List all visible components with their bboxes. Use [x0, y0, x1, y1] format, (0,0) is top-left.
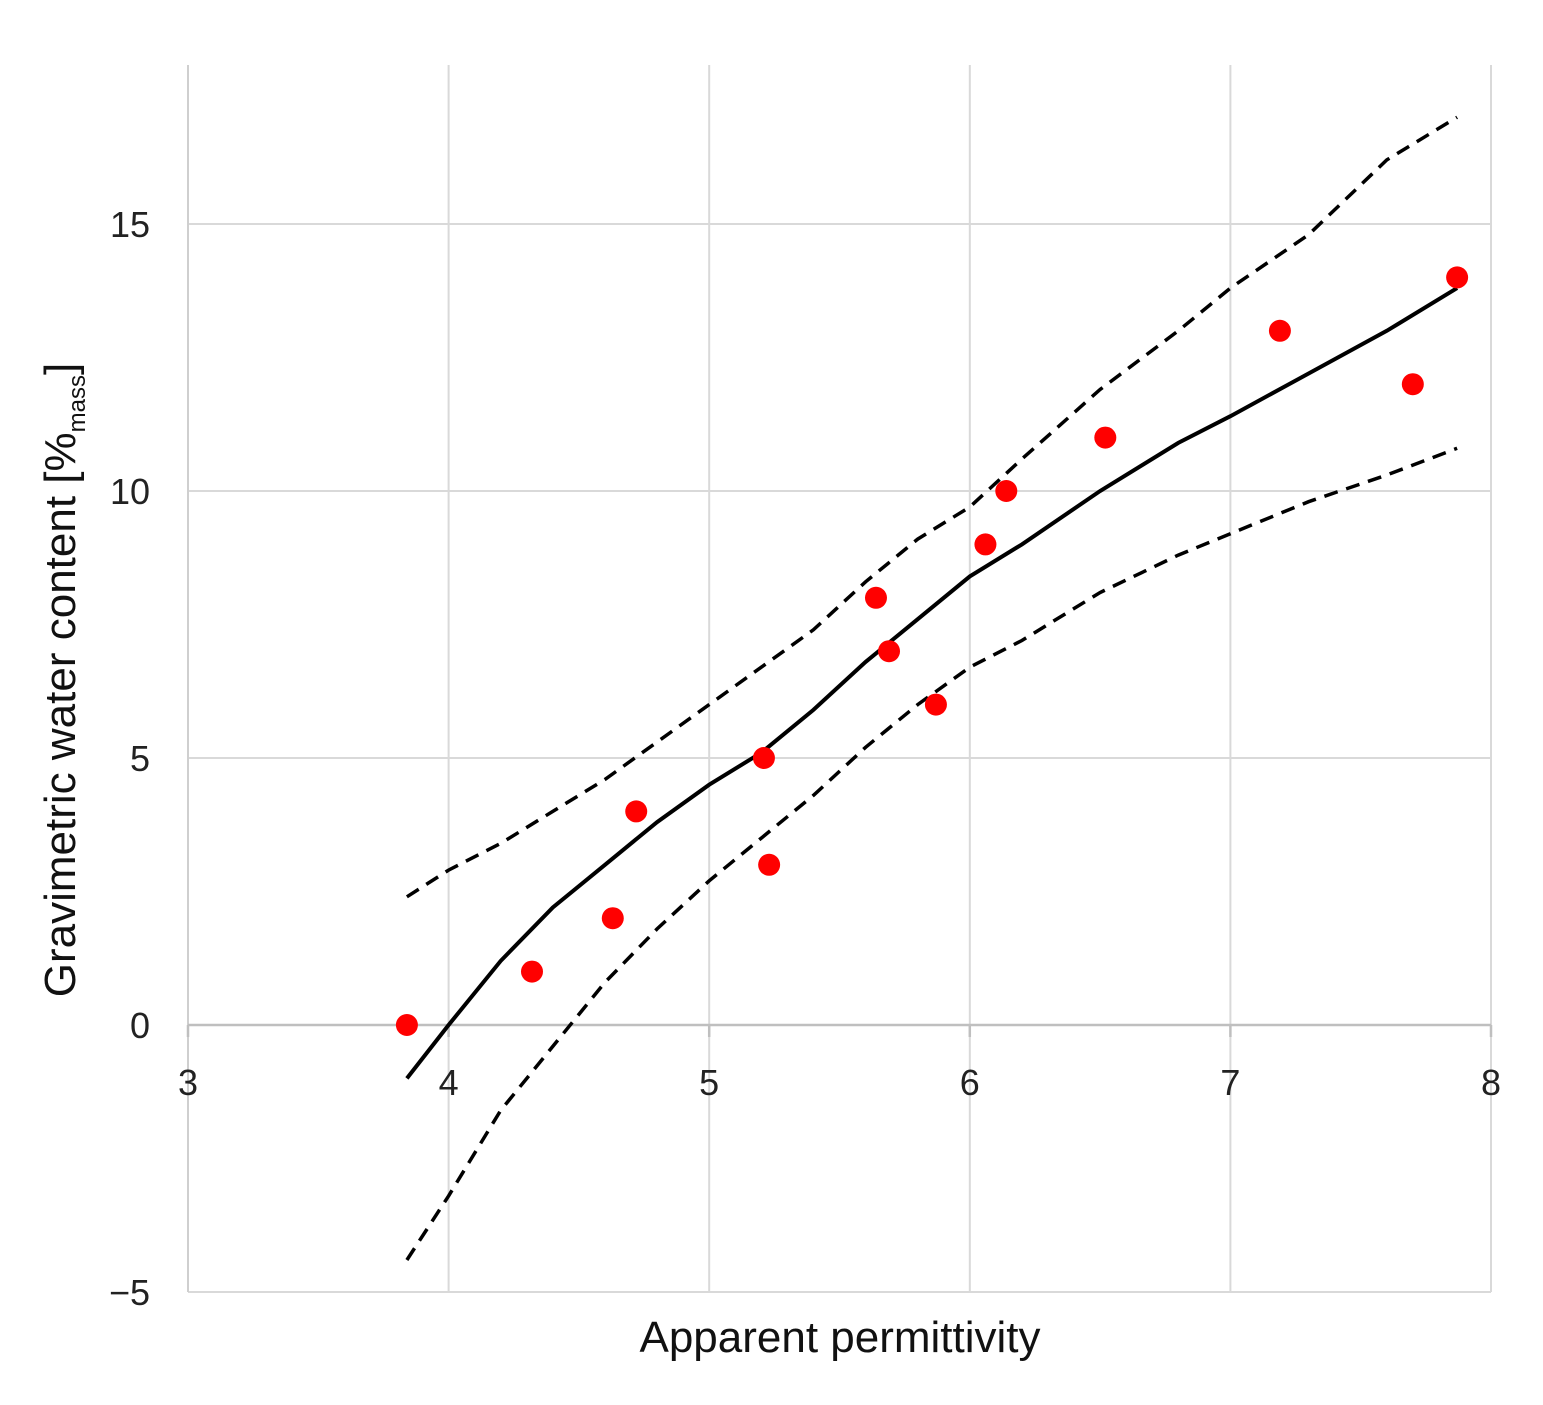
upper-confidence-line	[405, 115, 1459, 899]
data-point	[995, 480, 1018, 502]
data-point	[924, 693, 947, 716]
data-point	[395, 1014, 418, 1036]
data-point	[974, 533, 997, 556]
y-axis-title: Gravimetric water content [%mass]	[36, 363, 91, 997]
x-tick-label: 7	[1220, 1062, 1240, 1103]
series	[395, 115, 1469, 1261]
data-point	[1446, 266, 1469, 289]
x-tick-label: 5	[699, 1062, 719, 1103]
grid-lines	[188, 65, 1492, 1293]
y-tick-label: 5	[130, 738, 150, 779]
data-point	[625, 800, 648, 823]
y-tick-label: 15	[110, 204, 150, 245]
axes	[186, 65, 1493, 1292]
data-point	[1401, 373, 1424, 396]
y-axis-title-suffix: ]	[36, 363, 85, 375]
x-tick-label: 6	[960, 1062, 980, 1103]
fit-line	[405, 286, 1459, 1080]
data-point	[1094, 426, 1117, 449]
data-point	[864, 586, 887, 609]
y-axis-title-subscript: mass	[64, 375, 91, 432]
data-point	[878, 640, 901, 663]
data-point	[601, 907, 624, 930]
x-tick-label: 8	[1481, 1062, 1501, 1103]
y-axis-title-main: Gravimetric water content [%	[36, 432, 85, 997]
x-tick-label: 4	[439, 1062, 459, 1103]
y-tick-label: 0	[130, 1005, 150, 1046]
tick-labels: 3 4 5 6 7 8 0 5 10 15 −5	[109, 204, 1501, 1313]
x-tick-label: 3	[178, 1062, 198, 1103]
data-point	[520, 960, 543, 983]
y-tick-label: −5	[109, 1272, 150, 1313]
lower-confidence-line	[405, 446, 1458, 1261]
data-point	[1268, 319, 1291, 342]
y-tick-label: 10	[110, 471, 150, 512]
data-point	[758, 853, 781, 876]
x-axis-title: Apparent permittivity	[639, 1313, 1040, 1362]
data-point	[752, 747, 775, 769]
